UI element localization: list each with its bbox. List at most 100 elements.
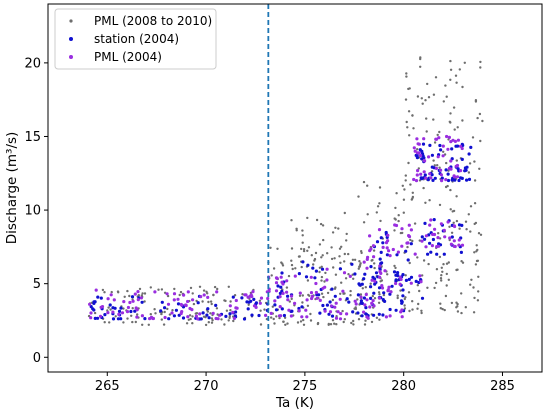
data-point <box>313 276 317 280</box>
data-point <box>345 232 348 236</box>
data-point <box>436 164 439 167</box>
data-point <box>131 320 134 324</box>
data-point <box>427 262 430 266</box>
data-point <box>320 267 325 271</box>
data-point <box>130 314 133 317</box>
data-point <box>446 147 450 151</box>
data-point <box>451 138 455 142</box>
data-point <box>278 316 281 320</box>
data-point <box>143 317 147 321</box>
data-point <box>371 244 376 248</box>
data-point <box>153 290 157 294</box>
data-point <box>401 184 404 187</box>
legend-label: station (2004) <box>94 32 179 46</box>
data-point <box>320 265 323 268</box>
data-point <box>467 152 471 156</box>
data-point <box>441 154 445 158</box>
data-point <box>394 266 397 270</box>
data-point <box>409 238 412 242</box>
data-point <box>342 271 347 275</box>
data-point <box>352 323 355 326</box>
data-point <box>352 277 355 280</box>
data-point <box>405 75 408 78</box>
data-point <box>469 205 473 208</box>
data-point <box>314 269 318 273</box>
data-point <box>353 272 357 276</box>
data-point <box>345 312 349 316</box>
data-point <box>474 99 478 102</box>
data-point <box>234 310 238 314</box>
data-point <box>428 223 432 227</box>
data-point <box>288 300 291 303</box>
data-point <box>456 138 460 142</box>
data-point <box>228 312 232 316</box>
data-point <box>202 289 206 292</box>
data-point <box>278 295 282 299</box>
data-point <box>438 203 442 207</box>
data-point <box>362 310 366 314</box>
data-point <box>406 126 409 129</box>
y-tick-label: 20 <box>24 56 41 71</box>
data-point <box>404 274 407 277</box>
data-point <box>432 118 435 121</box>
data-point <box>391 247 395 252</box>
data-point <box>414 279 418 283</box>
data-point <box>362 260 366 264</box>
data-point <box>442 150 445 153</box>
data-point <box>166 294 170 298</box>
data-point <box>340 245 343 248</box>
data-point <box>325 267 329 271</box>
data-point <box>419 176 423 180</box>
data-point <box>176 297 180 301</box>
data-point <box>279 275 283 279</box>
data-point <box>381 241 385 245</box>
data-point <box>380 284 384 288</box>
data-point <box>306 216 309 220</box>
data-point <box>359 301 363 305</box>
data-point <box>134 320 137 324</box>
data-point <box>207 316 211 320</box>
y-tick-label: 10 <box>24 204 41 219</box>
data-point <box>198 285 202 288</box>
data-point <box>162 323 166 326</box>
data-point <box>449 68 453 72</box>
data-point <box>476 299 480 302</box>
data-point <box>323 280 326 283</box>
data-point <box>432 232 437 237</box>
x-tick-label: 265 <box>95 379 120 394</box>
data-point <box>171 309 174 312</box>
data-point <box>250 313 254 317</box>
data-point <box>350 262 354 266</box>
data-point <box>362 221 366 224</box>
data-point <box>358 265 361 268</box>
data-point <box>453 139 457 143</box>
data-point <box>416 95 420 98</box>
data-point <box>406 258 410 262</box>
data-point <box>422 186 425 190</box>
data-point <box>96 316 100 320</box>
data-point <box>240 296 244 300</box>
data-point <box>396 250 400 254</box>
data-point <box>463 169 467 173</box>
data-point <box>379 262 383 266</box>
data-point <box>348 274 352 278</box>
data-point <box>153 308 156 311</box>
data-point <box>443 235 447 239</box>
data-point <box>373 266 376 270</box>
data-point <box>436 155 440 159</box>
data-point <box>444 294 448 298</box>
data-point <box>241 293 244 296</box>
data-point <box>429 250 433 254</box>
data-point <box>266 296 270 301</box>
data-point <box>451 210 454 213</box>
data-point <box>351 273 354 276</box>
data-point <box>436 133 439 137</box>
data-point <box>187 318 190 321</box>
data-point <box>387 249 391 253</box>
data-point <box>264 313 268 317</box>
data-point <box>450 178 454 182</box>
data-point <box>311 266 315 270</box>
data-point <box>344 277 348 280</box>
data-point <box>437 232 440 235</box>
data-point <box>286 298 290 302</box>
